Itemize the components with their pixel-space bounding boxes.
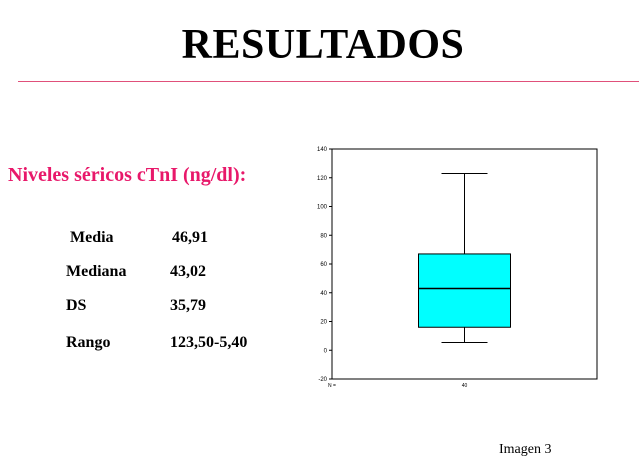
stat-label: DS	[66, 297, 87, 314]
y-tick-label: -20	[318, 377, 327, 383]
y-tick-label: 120	[317, 176, 328, 182]
image-caption: Imagen 3	[499, 442, 552, 457]
y-axis: -20 0 20 40 60 80 100 120 140	[317, 147, 332, 383]
stat-value: 123,50-5,40	[170, 334, 248, 351]
boxplot-svg: -20 0 20 40 60 80 100 120 140 40 N =	[317, 147, 598, 389]
title-divider	[18, 81, 639, 82]
y-tick-label: 140	[317, 147, 328, 153]
page-title: RESULTADOS	[181, 22, 465, 68]
boxplot-chart: -20 0 20 40 60 80 100 120 140 40 N =	[300, 140, 610, 395]
y-tick-label: 100	[317, 205, 328, 211]
x-count-label: 40	[462, 383, 468, 389]
box-series	[418, 172, 511, 343]
stats-heading: Niveles séricos cTnI (ng/dl):	[8, 164, 247, 186]
y-tick-label: 80	[320, 233, 327, 239]
y-tick-label: 20	[320, 320, 327, 326]
x-axis: 40 N =	[328, 383, 467, 389]
stat-value: 35,79	[170, 297, 206, 314]
box-iqr	[418, 253, 511, 328]
stat-label: Rango	[66, 334, 111, 351]
stat-label: Mediana	[66, 263, 127, 280]
y-tick-label: 60	[320, 262, 327, 268]
x-category-label: N =	[328, 383, 336, 389]
stat-label: Media	[70, 229, 114, 246]
y-tick-label: 40	[320, 291, 327, 297]
y-tick-label: 0	[324, 348, 328, 354]
stat-value: 43,02	[170, 263, 206, 280]
stat-value: 46,91	[172, 229, 208, 246]
